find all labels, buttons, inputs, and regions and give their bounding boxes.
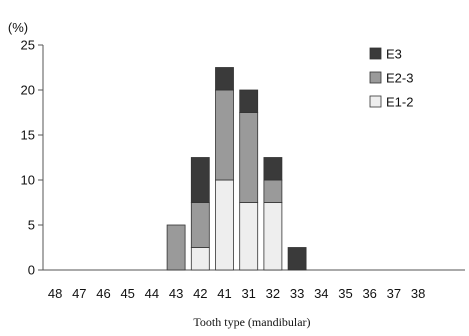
- x-tick-label: 34: [314, 286, 328, 301]
- x-axis-title: Tooth type (mandibular): [193, 315, 310, 329]
- y-tick-label: 0: [28, 263, 35, 278]
- y-tick-label: 15: [21, 128, 35, 143]
- bar-series-group: [166, 67, 307, 271]
- x-tick-label: 42: [193, 286, 207, 301]
- bar-segment-e3: [215, 67, 234, 91]
- x-tick-label: 31: [241, 286, 255, 301]
- bar-segment-e2-3: [263, 179, 283, 203]
- x-tick-label: 47: [72, 286, 86, 301]
- legend-swatch: [369, 47, 382, 60]
- x-tick-label: 33: [290, 286, 304, 301]
- x-axis: 48 47 46 45 44 43 42 41 31 32 33 34 35 36 37 38: [43, 269, 465, 301]
- y-unit-label: (%): [8, 20, 28, 35]
- y-tick-label: 25: [21, 38, 35, 53]
- legend-label: E1-2: [386, 95, 413, 110]
- bar-segment-e2-3: [166, 224, 186, 271]
- x-tick-label: 36: [362, 286, 376, 301]
- y-tick-label: 10: [21, 173, 35, 188]
- legend-swatch: [369, 71, 382, 84]
- bar-segment-e1-2: [215, 179, 234, 271]
- bar-segment-e1-2: [190, 247, 210, 271]
- legend-label: E2-3: [386, 71, 413, 86]
- x-tick-label: 43: [169, 286, 183, 301]
- x-tick-label: 46: [96, 286, 110, 301]
- bar-segment-e1-2: [239, 202, 259, 271]
- bar-segment-e3: [190, 157, 210, 203]
- bar-segment-e2-3: [190, 202, 210, 248]
- legend: E3 E2-3 E1-2: [369, 47, 413, 110]
- bar-segment-e1-2: [263, 202, 283, 271]
- x-tick-label: 41: [217, 286, 231, 301]
- legend-label: E3: [386, 47, 402, 62]
- y-tick-label: 5: [28, 218, 35, 233]
- bar-segment-e2-3: [239, 112, 259, 203]
- x-tick-label: 38: [411, 286, 425, 301]
- x-tick-label: 48: [48, 286, 62, 301]
- bar-segment-e3: [263, 157, 283, 181]
- bar-segment-e3: [287, 247, 307, 271]
- x-tick-label: 35: [338, 286, 352, 301]
- bar-segment-e3: [239, 89, 259, 113]
- x-tick-label: 44: [145, 286, 159, 301]
- bar-segment-e2-3: [215, 89, 234, 181]
- y-tick-label: 20: [21, 83, 35, 98]
- legend-swatch: [369, 95, 382, 108]
- y-axis: 0 5 10 15 20 25: [21, 38, 44, 278]
- x-tick-label: 32: [266, 286, 280, 301]
- x-tick-label: 37: [387, 286, 401, 301]
- x-tick-label: 45: [120, 286, 134, 301]
